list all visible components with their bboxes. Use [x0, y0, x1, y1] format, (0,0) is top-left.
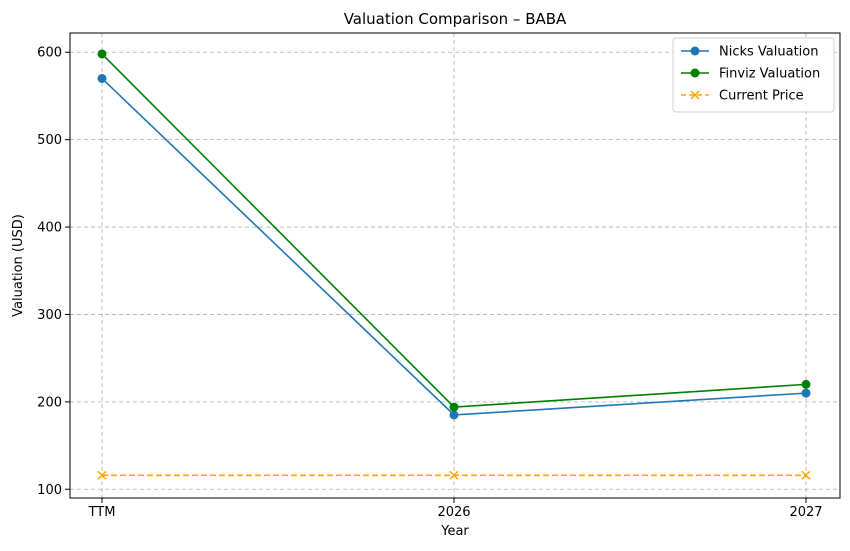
finviz-valuation-point: [449, 402, 459, 412]
nicks-valuation-point: [801, 388, 811, 398]
x-tick-label: TTM: [88, 505, 116, 520]
legend-marker: [690, 68, 700, 78]
y-tick-label: 300: [37, 308, 62, 323]
series-finviz-valuation: [97, 49, 811, 412]
axis-layer: TTM 2026 2027 100 200 300 400 500 600: [37, 46, 822, 520]
legend-marker: [690, 46, 700, 56]
x-tick-label: 2026: [437, 505, 470, 520]
nicks-valuation-point: [449, 410, 459, 420]
current-price-point: [97, 470, 107, 480]
x-tick-label: 2027: [789, 505, 822, 520]
legend-label: Finviz Valuation: [719, 67, 820, 82]
x-axis-label: Year: [440, 524, 469, 539]
series-nicks-valuation: [97, 73, 811, 420]
finviz-valuation-point: [97, 49, 107, 59]
finviz-valuation-point: [801, 379, 811, 389]
current-price-point: [449, 470, 459, 480]
y-tick-label: 200: [37, 395, 62, 410]
legend-box: [672, 37, 835, 113]
series-current-price: [97, 470, 811, 480]
marker-stroke: [690, 90, 700, 100]
legend-entry-current-price: Current Price: [681, 89, 804, 104]
y-axis-label: Valuation (USD): [11, 214, 26, 317]
legend-label: Current Price: [719, 89, 804, 104]
marker-stroke: [97, 470, 107, 480]
y-tick-label: 600: [37, 46, 62, 61]
nicks-valuation-point: [97, 73, 107, 83]
legend-marker: [690, 90, 700, 100]
marker-stroke: [801, 470, 811, 480]
legend-entry-nicks-valuation: Nicks Valuation: [681, 45, 819, 60]
legend-label: Nicks Valuation: [719, 45, 819, 60]
chart-title: Valuation Comparison – BABA: [344, 10, 567, 28]
y-tick-label: 100: [37, 483, 62, 498]
plot-area-frame: [69, 32, 841, 499]
current-price-point: [801, 470, 811, 480]
y-tick-label: 400: [37, 221, 62, 236]
legend-entry-finviz-valuation: Finviz Valuation: [681, 67, 820, 82]
series-layer: [97, 49, 811, 480]
legend: Nicks Valuation Finviz Valuation Current P…: [672, 37, 835, 113]
y-tick-label: 500: [37, 133, 62, 148]
marker-stroke: [449, 470, 459, 480]
